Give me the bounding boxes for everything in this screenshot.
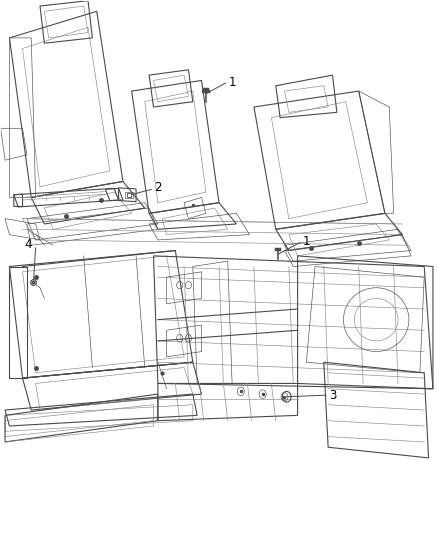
Text: 2: 2 bbox=[154, 181, 162, 195]
Bar bbox=[203, 88, 208, 91]
Bar bbox=[276, 248, 281, 251]
Bar bbox=[125, 191, 133, 198]
Text: 1: 1 bbox=[303, 235, 311, 248]
Bar bbox=[202, 90, 210, 93]
Text: 3: 3 bbox=[329, 389, 336, 402]
Text: 4: 4 bbox=[25, 238, 32, 251]
Text: 1: 1 bbox=[229, 76, 236, 88]
